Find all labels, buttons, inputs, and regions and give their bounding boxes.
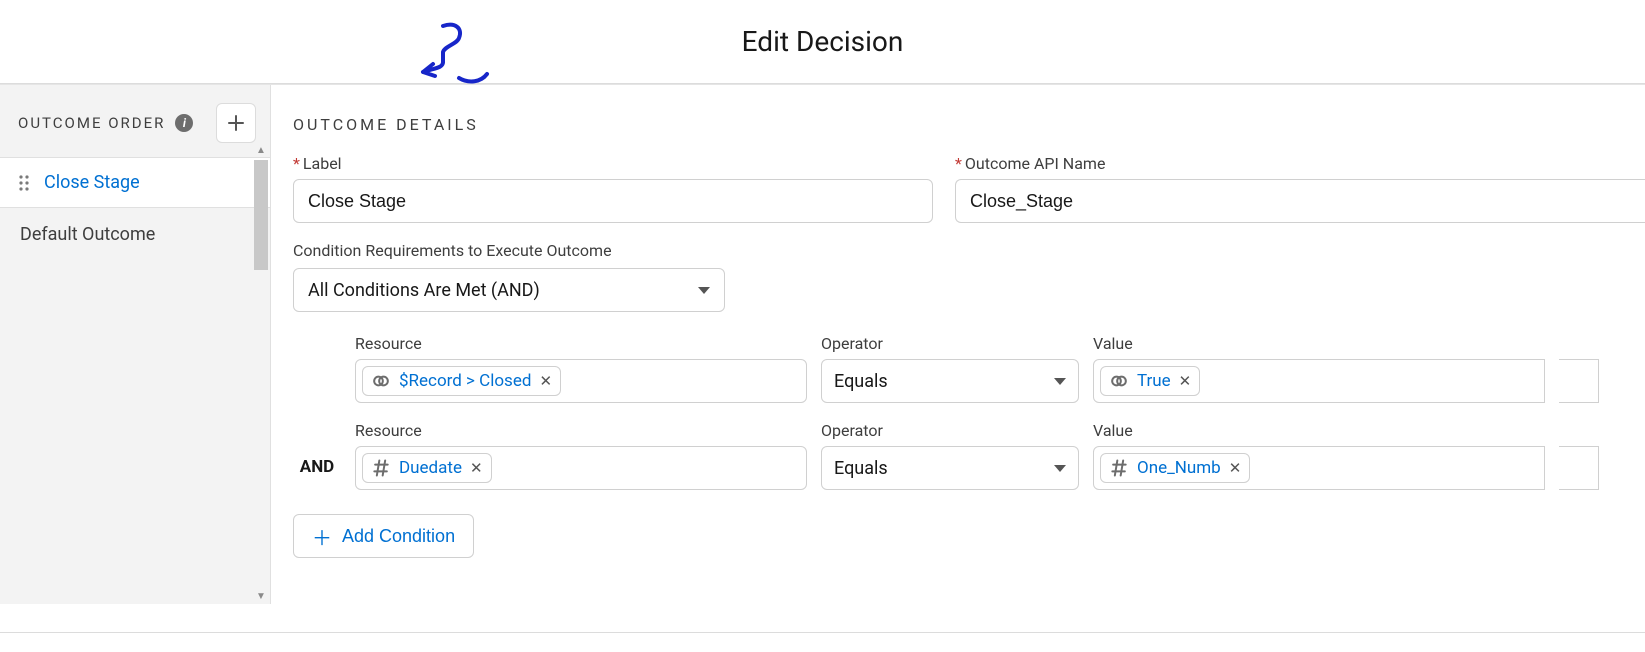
- operator-select[interactable]: Equals: [821, 446, 1079, 490]
- resource-pill-text: Duedate: [399, 458, 462, 478]
- outcome-order-sidebar: OUTCOME ORDER i Close Stage Default Outc: [0, 85, 271, 604]
- value-pill-text: True: [1137, 371, 1171, 391]
- sidebar-item-label: Close Stage: [44, 172, 140, 193]
- drag-handle-icon[interactable]: [18, 174, 30, 192]
- resource-pill[interactable]: Duedate ✕: [362, 453, 492, 483]
- value-pill-text: One_Numb: [1137, 458, 1221, 478]
- chevron-down-icon: [698, 287, 710, 294]
- operator-select[interactable]: Equals: [821, 359, 1079, 403]
- chevron-down-icon: [1054, 378, 1066, 385]
- outcome-details-panel: OUTCOME DETAILS *Label *Outcome API Name…: [271, 85, 1645, 604]
- scroll-up-icon[interactable]: ▲: [256, 143, 266, 158]
- remove-pill-icon[interactable]: ✕: [470, 459, 483, 477]
- label-field: *Label: [293, 154, 933, 223]
- operator-column-label: Operator: [821, 421, 1079, 440]
- scroll-thumb[interactable]: [254, 160, 268, 270]
- sidebar-item-default-outcome[interactable]: Default Outcome: [0, 208, 270, 261]
- condition-row: Resource $Record > Closed ✕ Operator: [293, 334, 1645, 403]
- value-column-label: Value: [1093, 421, 1545, 440]
- remove-pill-icon[interactable]: ✕: [1179, 372, 1192, 390]
- add-condition-label: Add Condition: [342, 526, 455, 547]
- api-name-input[interactable]: [955, 179, 1645, 223]
- row-extra-cell[interactable]: [1559, 446, 1599, 490]
- resource-column-label: Resource: [355, 421, 807, 440]
- api-name-field: *Outcome API Name: [955, 154, 1645, 223]
- value-input[interactable]: True ✕: [1093, 359, 1545, 403]
- hash-icon: [371, 458, 391, 478]
- remove-pill-icon[interactable]: ✕: [1229, 459, 1242, 477]
- handwritten-annotation: [415, 18, 495, 88]
- value-column-label: Value: [1093, 334, 1545, 353]
- section-title: OUTCOME DETAILS: [293, 115, 1645, 134]
- operator-value: Equals: [834, 371, 888, 392]
- chevron-down-icon: [1054, 465, 1066, 472]
- resource-input[interactable]: Duedate ✕: [355, 446, 807, 490]
- link-icon: [371, 371, 391, 391]
- modal-body: OUTCOME ORDER i Close Stage Default Outc: [0, 84, 1645, 604]
- resource-input[interactable]: $Record > Closed ✕: [355, 359, 807, 403]
- resource-pill[interactable]: $Record > Closed ✕: [362, 366, 561, 396]
- condition-prefix: AND: [293, 435, 341, 477]
- scroll-down-icon[interactable]: ▼: [256, 589, 266, 604]
- hash-icon: [1109, 458, 1129, 478]
- row-extra-cell[interactable]: [1559, 359, 1599, 403]
- sidebar-item-label: Default Outcome: [20, 224, 155, 245]
- resource-column-label: Resource: [355, 334, 807, 353]
- footer-divider: [0, 632, 1645, 640]
- condition-row: AND Resource Duedate ✕ Operato: [293, 421, 1645, 490]
- api-name-field-label: *Outcome API Name: [955, 154, 1645, 173]
- resource-pill-text: $Record > Closed: [399, 371, 531, 391]
- plus-icon: ＋: [312, 522, 332, 551]
- add-outcome-button[interactable]: [216, 103, 256, 143]
- value-pill[interactable]: True ✕: [1100, 366, 1200, 396]
- label-field-label: *Label: [293, 154, 933, 173]
- modal-header: Edit Decision: [0, 0, 1645, 84]
- info-icon[interactable]: i: [175, 114, 193, 132]
- condition-requirements-label: Condition Requirements to Execute Outcom…: [293, 241, 1645, 260]
- outcome-order-header: OUTCOME ORDER i: [0, 85, 270, 157]
- condition-requirements-value: All Conditions Are Met (AND): [308, 280, 540, 301]
- modal-title: Edit Decision: [742, 25, 904, 58]
- operator-column-label: Operator: [821, 334, 1079, 353]
- outcome-order-label: OUTCOME ORDER: [18, 114, 165, 132]
- value-input[interactable]: One_Numb ✕: [1093, 446, 1545, 490]
- label-input[interactable]: [293, 179, 933, 223]
- value-pill[interactable]: One_Numb ✕: [1100, 453, 1250, 483]
- plus-icon: [227, 114, 245, 132]
- sidebar-scrollbar[interactable]: ▲ ▼: [252, 143, 270, 604]
- remove-pill-icon[interactable]: ✕: [539, 372, 552, 390]
- condition-prefix: [293, 358, 341, 380]
- link-icon: [1109, 371, 1129, 391]
- sidebar-item-close-stage[interactable]: Close Stage: [0, 157, 270, 208]
- operator-value: Equals: [834, 458, 888, 479]
- condition-requirements-select[interactable]: All Conditions Are Met (AND): [293, 268, 725, 312]
- conditions-list: Resource $Record > Closed ✕ Operator: [293, 334, 1645, 558]
- add-condition-button[interactable]: ＋ Add Condition: [293, 514, 474, 558]
